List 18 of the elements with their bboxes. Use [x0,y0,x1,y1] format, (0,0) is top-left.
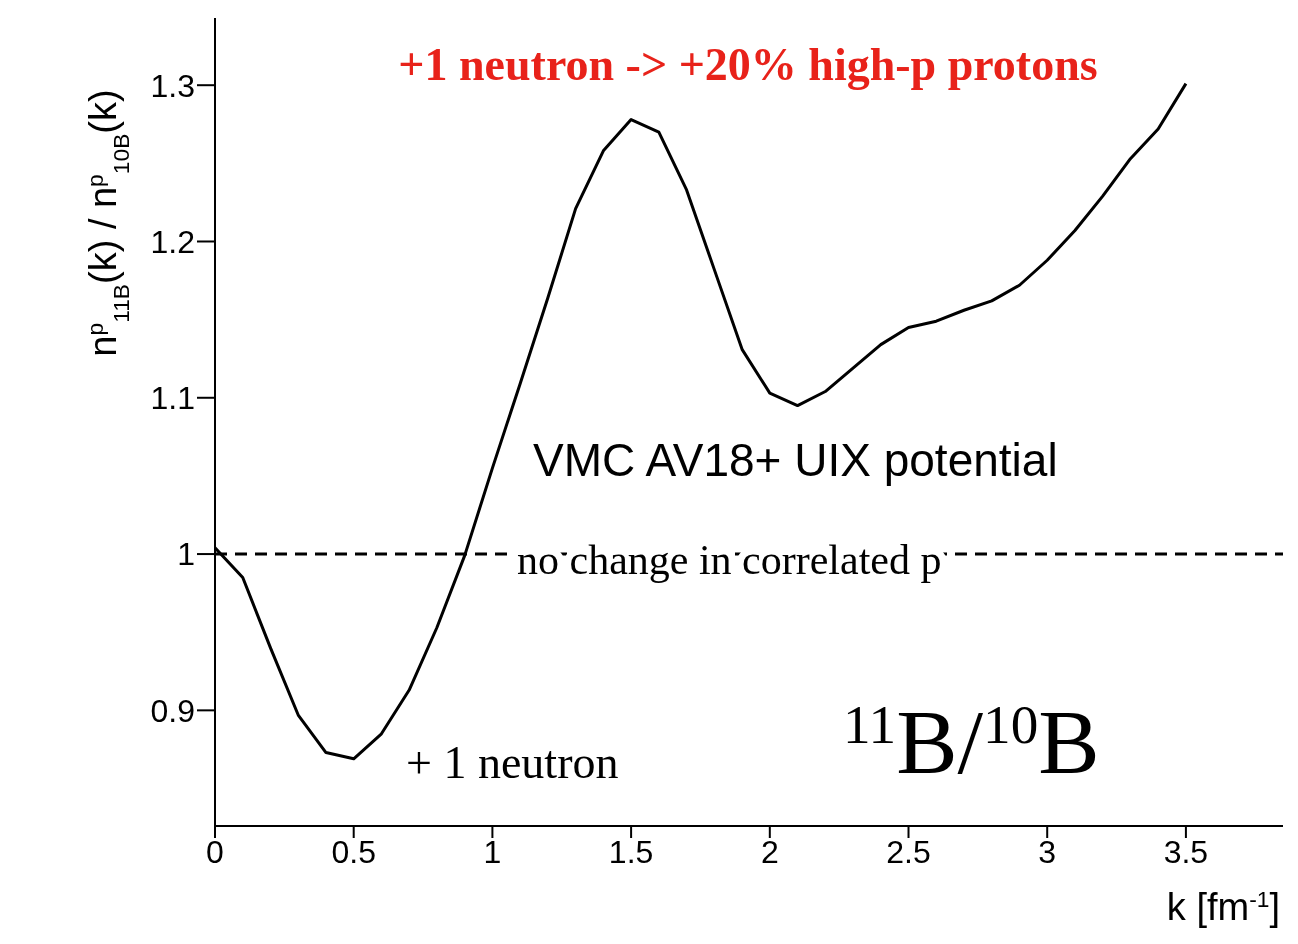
text: +1 neutron -> +20% high-p protons [398,39,1098,90]
y-tick-label: 1 [177,536,195,573]
y-tick-label: 1.1 [150,380,195,417]
x-tick-label: 1 [483,833,502,870]
annotation: VMC AV18+ UIX potential [533,434,1058,486]
y-tick-label: 1.2 [150,223,195,260]
annotation: + 1 neutron [406,737,619,788]
x-tick-label: 2.5 [886,833,931,870]
x-tick-label: 1.5 [608,833,654,870]
x-tick-label: 0 [206,833,224,870]
x-tick-label: 0.5 [331,833,376,870]
x-axis-title: k [fm$^{-1}$] [1166,886,1280,928]
y-tick-label: 1.3 [150,67,195,104]
annotation: $^{11}$B/$^{10}$B [843,691,1100,793]
x-tick-label: 2 [760,833,779,870]
y-tick-label: 0.9 [150,692,195,729]
x-tick-label: 3 [1038,833,1057,870]
x-tick-label: 3.5 [1163,833,1209,870]
